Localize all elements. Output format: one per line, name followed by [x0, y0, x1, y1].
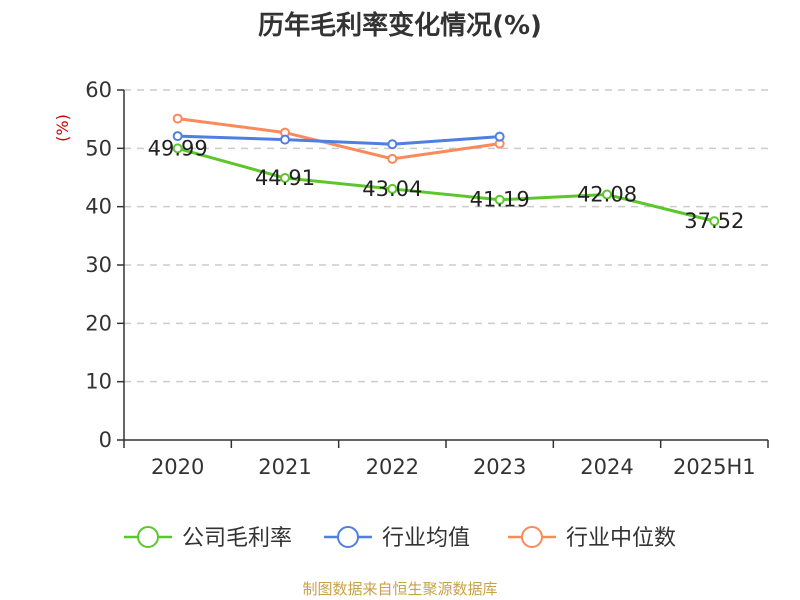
legend-label[interactable]: 行业中位数 — [566, 526, 676, 551]
data-point[interactable] — [709, 216, 720, 227]
y-tick-label: 40 — [85, 195, 112, 219]
data-point[interactable] — [387, 139, 398, 150]
legend-label[interactable]: 公司毛利率 — [182, 526, 292, 551]
series-line — [177, 146, 715, 223]
legend-marker — [337, 526, 359, 548]
data-point[interactable] — [602, 189, 612, 200]
data-point[interactable] — [280, 134, 290, 145]
chart-title: 历年毛利率变化情况(%) — [258, 10, 542, 41]
legend-label[interactable]: 行业均值 — [382, 526, 470, 551]
data-label: 41.19 — [470, 188, 530, 212]
data-label: 37.52 — [684, 209, 744, 233]
data-label: 44.91 — [255, 166, 315, 190]
series-line — [177, 134, 500, 146]
data-label: 42.08 — [577, 183, 637, 207]
data-point[interactable] — [280, 173, 290, 184]
data-point[interactable] — [172, 143, 183, 154]
y-tick-label: 30 — [85, 253, 112, 277]
y-tick-label: 0 — [99, 428, 112, 452]
x-tick-label: 2024 — [580, 455, 633, 479]
x-tick-label: 2023 — [473, 455, 526, 479]
legend-marker — [521, 526, 543, 548]
grid-lines — [124, 89, 768, 383]
data-point[interactable] — [172, 131, 183, 142]
source-note: 制图数据来自恒生聚源数据库 — [302, 580, 497, 598]
y-tick-label: 10 — [85, 370, 112, 394]
data-point[interactable] — [494, 194, 505, 205]
data-label: 43.04 — [362, 177, 422, 201]
legend: 公司毛利率 行业均值 行业中位数 — [124, 526, 676, 551]
x-tick-label: 2020 — [151, 455, 204, 479]
data-labels: 49.99 44.91 43.04 41.19 42.08 37.52 — [148, 136, 745, 233]
data-point[interactable] — [387, 153, 398, 164]
data-point[interactable] — [172, 113, 183, 124]
data-point[interactable] — [387, 183, 398, 194]
data-point[interactable] — [494, 131, 505, 142]
y-axis-unit: (%) — [53, 114, 72, 142]
axes: 0 10 20 30 40 50 60 2020 2021 2022 2023 2024 2025H1 — [85, 78, 769, 479]
legend-marker — [137, 526, 159, 548]
x-tick-label: 2021 — [258, 455, 311, 479]
y-tick-label: 20 — [85, 311, 112, 335]
x-tick-label: 2025H1 — [673, 455, 756, 479]
y-tick-label: 50 — [85, 136, 112, 160]
series-line — [177, 117, 500, 161]
x-tick-label: 2022 — [366, 455, 419, 479]
series-group — [172, 113, 720, 227]
data-label: 49.99 — [148, 136, 208, 160]
y-tick-label: 60 — [85, 78, 112, 102]
